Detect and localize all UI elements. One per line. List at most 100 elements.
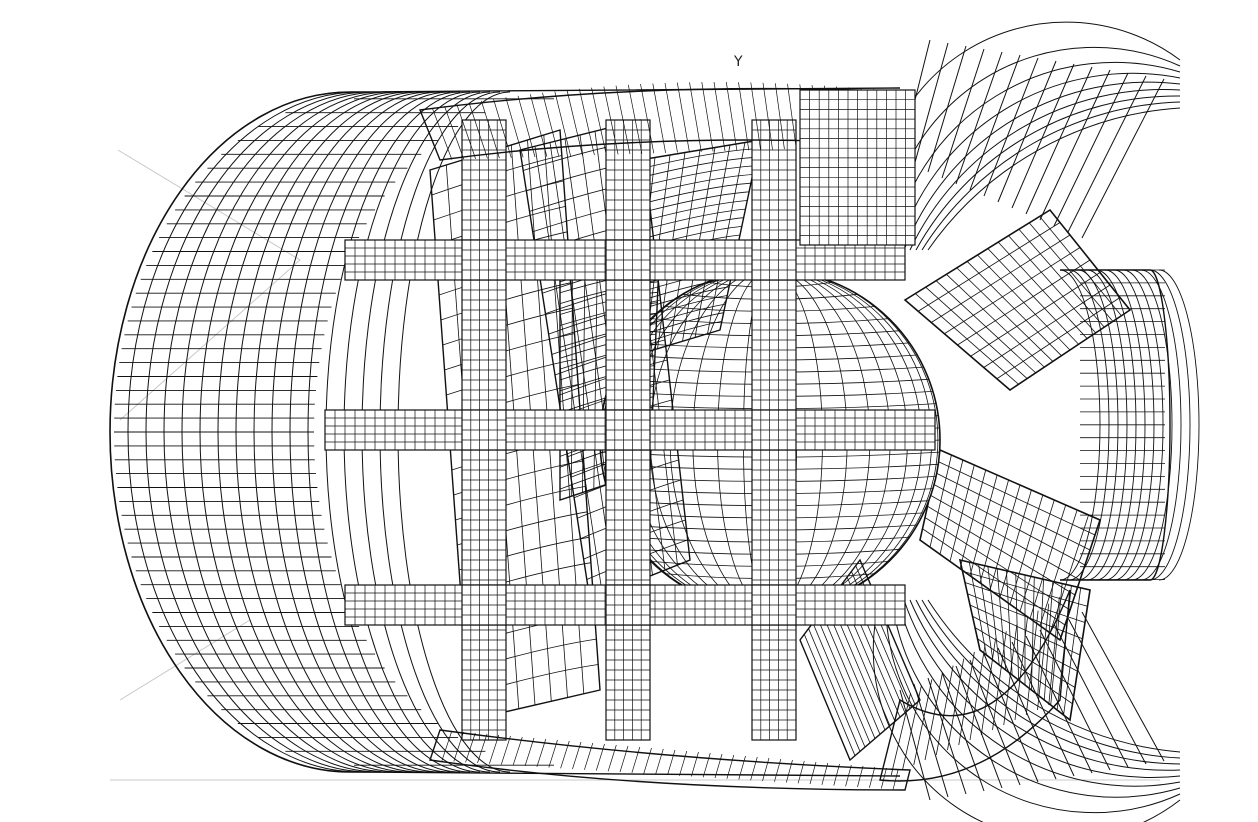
shroud-grid-line	[762, 757, 770, 782]
rotor-blade-grid	[902, 686, 922, 771]
shroud-grid-line	[456, 104, 476, 160]
fan-radial	[983, 57, 1039, 197]
rotor-blade-grid	[1014, 617, 1028, 721]
axis-marker: Y	[734, 54, 743, 70]
shroud-grid-line	[750, 82, 761, 150]
fan-blade-grid	[974, 627, 1076, 688]
rotor-blade-grid	[570, 257, 573, 497]
shroud-grid-line	[500, 735, 511, 765]
shroud-grid-line	[892, 768, 899, 790]
rotor-blade-grid	[958, 651, 975, 746]
fan-blade-grid	[964, 582, 1086, 623]
shroud-bottom-band	[429, 729, 911, 791]
fan-radial	[927, 677, 967, 795]
shroud-grid-line	[566, 89, 583, 156]
rotor-blade-grid	[638, 156, 757, 179]
fan-blade-outline	[919, 448, 1101, 642]
fan-blade-outline	[903, 208, 1132, 392]
shroud-grid-line	[584, 742, 594, 770]
fan-radial	[899, 689, 931, 801]
shroud-grid-line	[689, 82, 702, 152]
fan-blade-grid	[972, 615, 1078, 672]
rotor-blade-grid	[947, 658, 965, 751]
fan-radial	[1011, 63, 1075, 209]
shroud-grid-line	[738, 755, 746, 780]
fan-radial	[941, 671, 985, 792]
fan-arc	[872, 599, 1181, 822]
fan-radial	[969, 54, 1021, 191]
shroud-grid-line	[762, 82, 773, 150]
shroud-grid-line	[603, 86, 619, 155]
hubcyl-meridian	[1149, 269, 1191, 581]
shroud-grid-line	[453, 731, 464, 762]
rotor-blade-outline	[879, 589, 1071, 782]
fan-radial	[1067, 617, 1147, 765]
fan-blade-grid	[944, 247, 1081, 335]
shroud-grid-line	[774, 83, 785, 150]
shroud-grid-line	[750, 756, 758, 781]
fan-blade-grid	[932, 483, 1086, 566]
shroud-grid-line	[701, 82, 714, 152]
shroud-grid-line	[833, 763, 840, 786]
shroud-grid-line	[607, 744, 617, 772]
fan-radial	[997, 60, 1057, 203]
shroud-grid-line	[489, 734, 500, 764]
shroud-grid-line	[726, 754, 735, 779]
rotor-blade-grid	[1037, 603, 1050, 711]
fan-blade-grid	[967, 593, 1083, 640]
rotor-blade-grid	[969, 644, 986, 741]
fan-blade-grid	[983, 284, 1111, 368]
shroud-grid-line	[615, 85, 631, 155]
rotor-blade-grid	[637, 165, 755, 188]
fan-blade-outline	[958, 558, 1091, 722]
rotor-blade-grid	[639, 148, 759, 170]
shroud-grid-line	[809, 761, 817, 785]
shroud-grid-line	[493, 98, 512, 158]
fan-radial	[983, 653, 1039, 783]
fan-radial	[969, 659, 1021, 786]
fan-arc	[927, 599, 1181, 753]
fan-blade-grid	[931, 234, 1071, 323]
shroud-grid-line	[676, 82, 690, 153]
guide-line	[119, 619, 251, 701]
rotor-blade-grid	[924, 672, 943, 761]
rotor-blade-grid	[1025, 610, 1039, 716]
shroud-grid-line	[477, 733, 488, 764]
fan-arc	[915, 599, 1181, 765]
fan-arc	[897, 599, 1181, 787]
shroud-grid-line	[512, 736, 523, 766]
shroud-grid-line	[529, 94, 548, 157]
fan-radial	[1011, 641, 1075, 777]
fan-radial	[955, 665, 1003, 789]
shroud-grid-line	[465, 732, 476, 763]
fan-blade-grid	[937, 460, 1096, 536]
rotor-blade-grid	[980, 638, 997, 736]
shroud-grid-line	[857, 765, 864, 788]
shroud-grid-line	[444, 106, 465, 160]
shroud-grid-line	[578, 88, 595, 156]
shroud-grid-line	[619, 745, 629, 773]
rotor-blade-grid	[707, 142, 746, 334]
shroud-grid-line	[643, 747, 652, 774]
shroud-grid-line	[631, 746, 641, 773]
rotor-blade-grid	[808, 628, 861, 752]
rotor-blade-grid	[890, 693, 912, 776]
rotor-blade-grid	[816, 616, 871, 744]
shroud-grid-line	[655, 748, 664, 775]
shroud-grid-line	[640, 84, 655, 154]
shroud-grid-line	[554, 91, 571, 156]
fan-blade-grid	[917, 222, 1061, 312]
rotor-blade-grid	[442, 307, 573, 346]
shroud-grid-line	[880, 767, 887, 789]
fan-radial	[1025, 635, 1093, 774]
fan-blade-grid	[934, 472, 1091, 551]
shroud-grid-line	[652, 83, 666, 153]
fan-arc	[909, 599, 1181, 771]
shroud-grid-line	[505, 97, 524, 158]
fan-blade-grid	[957, 259, 1091, 346]
shroud-grid-line	[845, 764, 852, 787]
rotor-blade-grid	[435, 206, 566, 246]
hub-cylinder-mesh	[1059, 269, 1200, 581]
